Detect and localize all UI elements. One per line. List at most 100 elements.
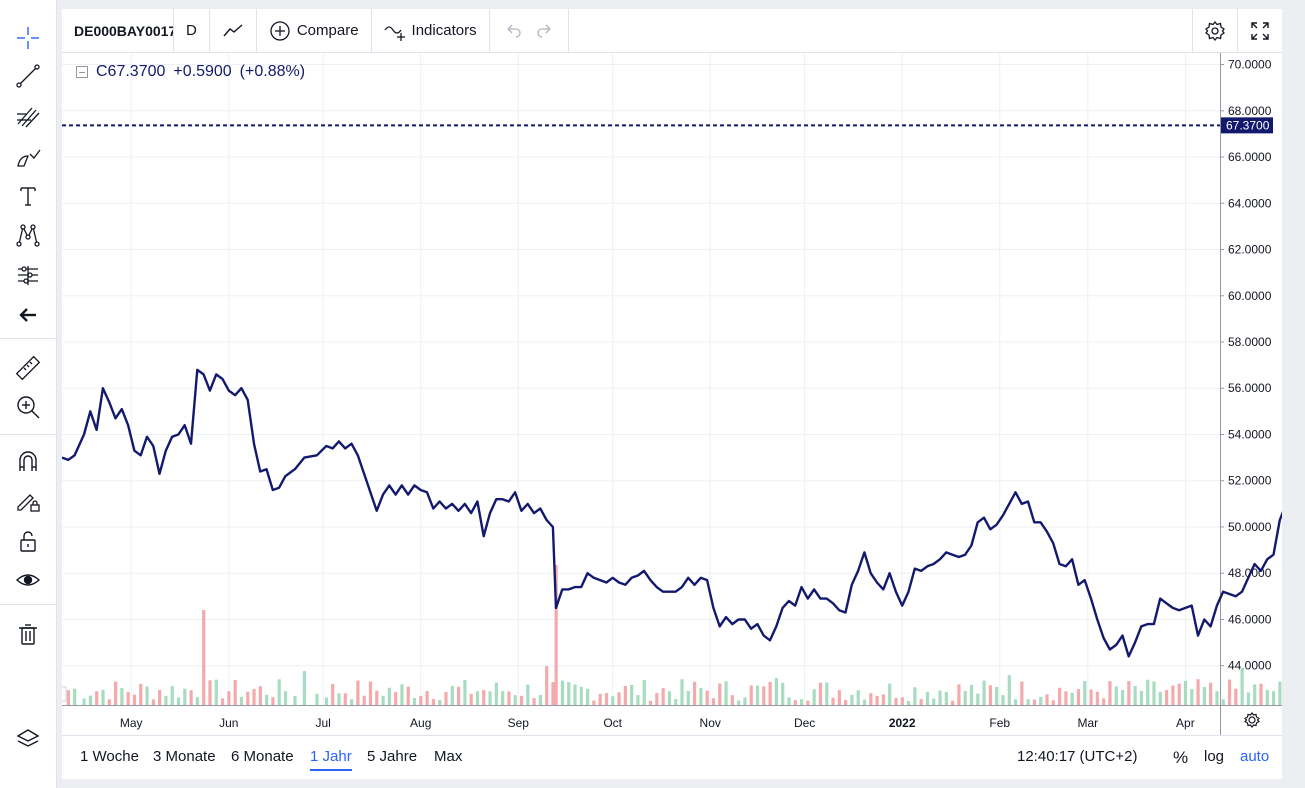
volume-bar — [1240, 668, 1244, 705]
interval-button[interactable]: D — [174, 9, 210, 52]
volume-bar — [1070, 692, 1074, 705]
scroll-handle[interactable] — [57, 686, 67, 702]
undo-icon[interactable] — [502, 20, 524, 42]
volume-bar — [1146, 679, 1150, 705]
volume-bar — [1246, 692, 1251, 705]
volume-bar — [444, 691, 448, 705]
volume-bar — [387, 687, 391, 705]
volume-bar — [1271, 691, 1276, 705]
chart-style-button[interactable] — [210, 9, 257, 52]
volume-bar — [1102, 698, 1106, 705]
volume-bar — [469, 693, 473, 705]
volume-bar — [938, 690, 942, 705]
percent-toggle[interactable]: % — [1173, 748, 1189, 767]
volume-bar — [73, 688, 77, 705]
ruler-icon[interactable] — [8, 350, 48, 386]
volume-bar — [120, 688, 124, 705]
volume-bar — [431, 699, 436, 705]
trendline-icon[interactable] — [8, 58, 48, 94]
volume-bar — [368, 681, 373, 705]
time-label: May — [120, 716, 143, 730]
volume-bar — [164, 695, 168, 705]
volume-bar — [774, 677, 779, 705]
log-toggle[interactable]: log — [1204, 748, 1225, 765]
prediction-icon[interactable] — [8, 257, 48, 293]
legend-change-pct: (+0.88%) — [239, 63, 306, 80]
trash-icon[interactable] — [8, 616, 48, 652]
volume-bar — [749, 685, 753, 705]
volume-bar — [394, 692, 398, 705]
price-chart[interactable]: 70.0000 68.0000 66.0000 64.0000 62.0000 60.00… — [57, 53, 1305, 735]
indicators-button[interactable]: Indicators — [372, 9, 490, 52]
settings-icon[interactable] — [1192, 9, 1237, 52]
volume-bar — [438, 699, 442, 705]
text-icon[interactable] — [8, 178, 48, 214]
volume-bar — [818, 682, 823, 705]
eye-icon[interactable] — [8, 562, 48, 598]
volume-bar — [1089, 689, 1093, 705]
fib-icon[interactable] — [8, 98, 48, 134]
volume-bar — [655, 693, 659, 705]
volume-bar — [532, 698, 536, 705]
price-series-line — [61, 368, 1305, 658]
volume-bar — [176, 697, 181, 705]
volume-bar — [881, 694, 885, 705]
volume-bar — [1114, 686, 1118, 705]
volume-bar — [661, 688, 665, 705]
volume-bar — [526, 684, 530, 705]
redo-icon[interactable] — [534, 20, 556, 42]
brush-icon[interactable] — [8, 138, 48, 174]
crosshair-icon[interactable] — [8, 20, 48, 56]
volume-bar — [362, 695, 366, 705]
time-label: Sep — [508, 716, 530, 730]
range-3m[interactable]: 3 Monate — [153, 748, 216, 765]
range-6m[interactable]: 6 Monate — [231, 748, 294, 765]
volume-bar — [551, 682, 555, 705]
volume-bar — [233, 679, 237, 705]
volume-bar — [315, 693, 319, 705]
volume-bar — [705, 690, 709, 705]
volume-bar — [88, 695, 93, 705]
chart-pane[interactable]: 70.0000 68.0000 66.0000 64.0000 62.0000 60.00… — [57, 53, 1305, 735]
volume-bar — [686, 690, 690, 705]
layers-icon[interactable] — [8, 720, 48, 756]
volume-bar — [1196, 679, 1200, 705]
range-5y[interactable]: 5 Jahre — [367, 748, 418, 765]
price-label: 64.0000 — [1228, 196, 1272, 210]
volume-bar — [101, 689, 105, 705]
time-label: Nov — [700, 716, 721, 730]
pattern-icon[interactable] — [8, 217, 48, 253]
volume-bar — [482, 690, 486, 705]
legend-change: +0.5900 — [173, 63, 232, 80]
volume-bar — [258, 686, 262, 705]
volume-bar — [519, 695, 524, 705]
volume-bar — [567, 682, 571, 705]
gear-icon[interactable] — [1244, 712, 1260, 728]
volume-bar — [475, 691, 480, 705]
volume-bar — [324, 697, 329, 705]
volume-bar — [381, 695, 385, 705]
volume-bar — [718, 683, 722, 705]
symbol-search[interactable]: DE000BAY0017 — [62, 9, 174, 52]
lock-draw-icon[interactable] — [8, 483, 48, 519]
magnet-icon[interactable] — [8, 443, 48, 479]
compare-button[interactable]: Compare — [257, 9, 372, 52]
fullscreen-icon[interactable] — [1237, 9, 1282, 52]
time-label: Jul — [316, 716, 331, 730]
volume-bar — [412, 698, 417, 705]
volume-bar — [375, 690, 379, 705]
range-1y[interactable]: 1 Jahr — [310, 748, 352, 771]
volume-bar — [674, 699, 678, 705]
range-1w[interactable]: 1 Woche — [80, 748, 139, 765]
auto-toggle[interactable]: auto — [1240, 748, 1270, 765]
zoom-in-icon[interactable] — [8, 389, 48, 425]
volume-bar — [158, 690, 162, 705]
volume-bar — [837, 690, 841, 705]
collapse-icon[interactable] — [76, 66, 88, 78]
range-max[interactable]: Max — [434, 748, 463, 765]
back-arrow-icon[interactable] — [8, 297, 48, 333]
volume-bar — [1190, 689, 1194, 705]
volume-bar — [545, 666, 549, 705]
lock-icon[interactable] — [8, 523, 48, 559]
volume-bar — [425, 691, 429, 705]
